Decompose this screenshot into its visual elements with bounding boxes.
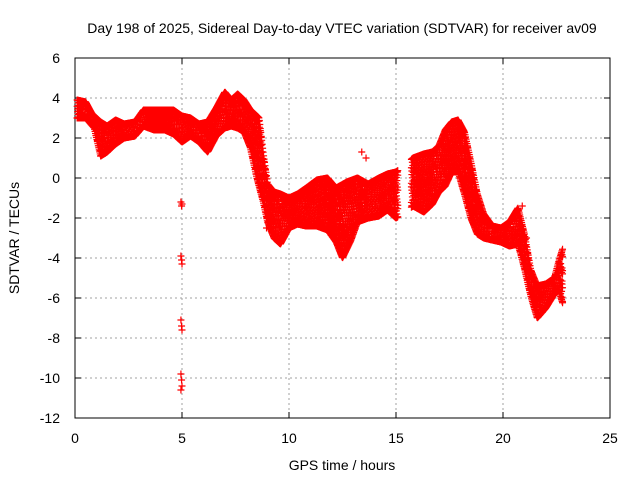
y-tick-label: -2 xyxy=(48,210,61,226)
y-tick-label: 6 xyxy=(52,50,60,66)
x-tick-label: 0 xyxy=(71,430,79,446)
y-tick-label: 0 xyxy=(52,170,60,186)
y-tick-label: 4 xyxy=(52,90,60,106)
y-tick-label: -8 xyxy=(48,330,61,346)
y-tick-label: -12 xyxy=(40,410,60,426)
plot-frame xyxy=(74,57,611,419)
y-tick-label: -6 xyxy=(48,290,61,306)
y-tick-label: -4 xyxy=(48,250,61,266)
x-tick-label: 20 xyxy=(495,430,511,446)
x-tick-label: 10 xyxy=(281,430,297,446)
x-tick-label: 5 xyxy=(178,430,186,446)
y-tick-label: -10 xyxy=(40,370,60,386)
data-points xyxy=(73,88,567,394)
x-tick-label: 25 xyxy=(602,430,618,446)
y-tick-label: 2 xyxy=(52,130,60,146)
x-tick-label: 15 xyxy=(388,430,404,446)
